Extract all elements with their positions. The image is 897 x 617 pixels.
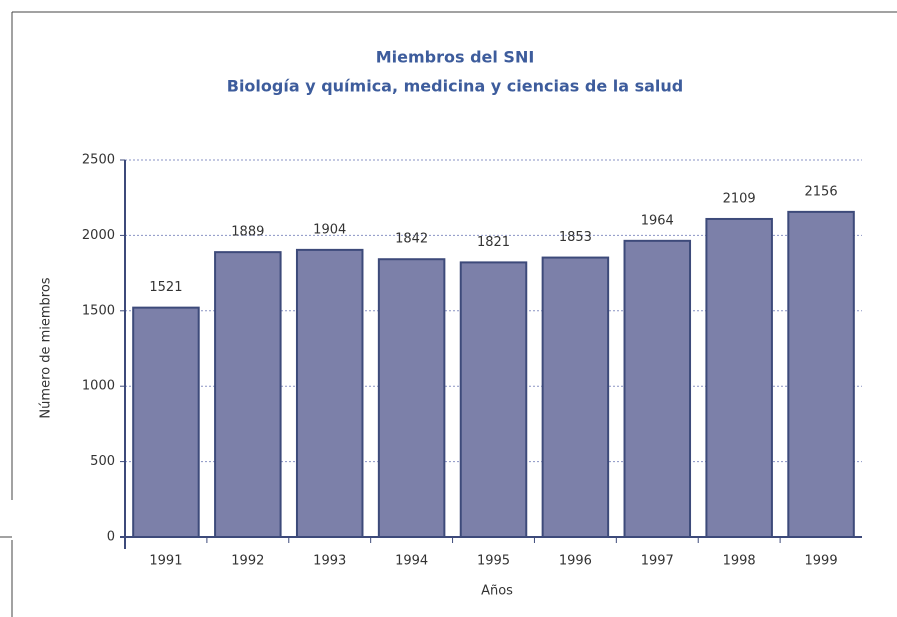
y-tick-label: 0 — [107, 530, 115, 545]
bar — [132, 306, 200, 539]
x-tick-label: 1992 — [231, 554, 264, 569]
data-label: 1853 — [559, 230, 592, 245]
data-label: 1521 — [149, 280, 182, 295]
data-label: 1904 — [313, 222, 346, 237]
bar — [459, 261, 528, 538]
x-tick-label: 1997 — [641, 554, 674, 569]
x-tick-label: 1996 — [559, 554, 592, 569]
bar — [705, 217, 773, 538]
chart-subtitle: Biología y química, medicina y ciencias … — [227, 77, 684, 96]
x-tick-label: 1998 — [723, 554, 756, 569]
x-tick-label: 1991 — [149, 554, 182, 569]
data-label: 2156 — [805, 184, 838, 199]
y-tick-label: 1500 — [82, 303, 115, 318]
y-axis-label: Número de miembros — [39, 277, 54, 418]
bar — [623, 239, 692, 538]
data-label: 1821 — [477, 235, 510, 250]
data-label: 1889 — [231, 225, 264, 240]
x-tick-label: 1995 — [477, 554, 510, 569]
bar — [377, 258, 446, 538]
y-tick-label: 1000 — [82, 379, 115, 394]
data-label: 1842 — [395, 232, 428, 247]
chart-title: Miembros del SNI — [376, 48, 535, 67]
x-axis-label: Años — [481, 584, 513, 599]
data-label: 2109 — [723, 191, 756, 206]
x-tick-label: 1999 — [805, 554, 838, 569]
data-label: 1964 — [641, 213, 674, 228]
bar — [214, 251, 282, 538]
y-tick-label: 500 — [90, 454, 115, 469]
x-tick-label: 1993 — [313, 554, 346, 569]
y-tick-label: 2500 — [82, 153, 115, 168]
bar — [295, 248, 364, 538]
bar — [787, 210, 855, 538]
bar — [541, 256, 610, 538]
frame — [0, 11, 897, 617]
y-tick-label: 2000 — [82, 228, 115, 243]
x-tick-label: 1994 — [395, 554, 428, 569]
